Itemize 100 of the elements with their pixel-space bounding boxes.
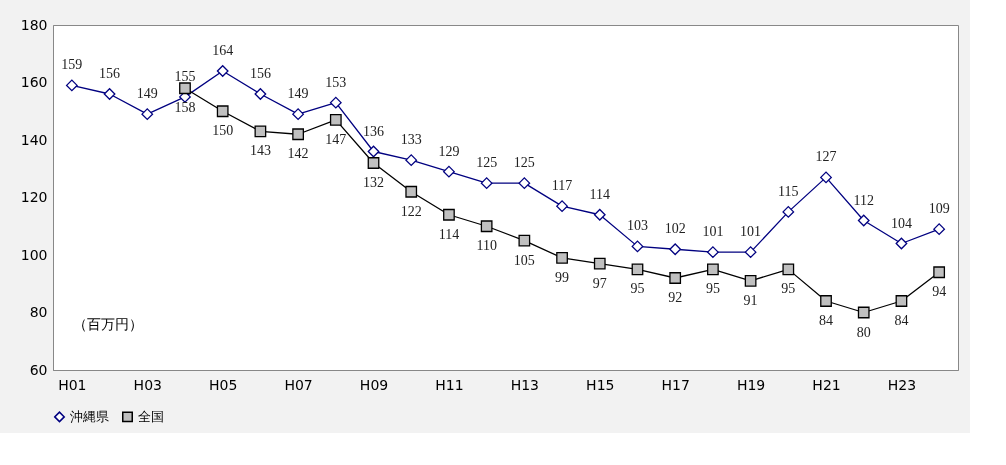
point bbox=[631, 263, 644, 276]
point bbox=[556, 251, 568, 264]
point bbox=[933, 266, 946, 279]
data-label: 125 bbox=[476, 155, 498, 171]
data-label: 164 bbox=[212, 43, 234, 58]
x-tick-label: H05 bbox=[209, 376, 238, 393]
point bbox=[103, 88, 116, 100]
data-label: 95 bbox=[781, 281, 796, 297]
point bbox=[857, 306, 870, 319]
data-label: 92 bbox=[668, 290, 683, 305]
data-label: 101 bbox=[702, 224, 724, 240]
point bbox=[518, 177, 531, 190]
data-label: 114 bbox=[438, 226, 460, 242]
point bbox=[65, 79, 78, 92]
point bbox=[820, 295, 832, 307]
x-tick-label: H23 bbox=[887, 376, 917, 393]
data-label: 122 bbox=[400, 203, 422, 219]
x-tick-label: H21 bbox=[812, 376, 841, 393]
x-tick-label: H09 bbox=[359, 376, 389, 393]
data-label: 147 bbox=[325, 131, 347, 147]
y-tick-label: 180 bbox=[20, 16, 48, 33]
data-label: 99 bbox=[555, 269, 570, 285]
point bbox=[518, 234, 531, 247]
y-tick-label: 100 bbox=[20, 246, 48, 263]
point bbox=[216, 105, 229, 118]
point bbox=[707, 263, 719, 276]
point bbox=[254, 88, 267, 100]
point bbox=[857, 214, 870, 227]
data-label: 158 bbox=[174, 100, 196, 116]
x-tick-label: H11 bbox=[435, 376, 464, 393]
point bbox=[329, 96, 342, 109]
data-label: 104 bbox=[890, 215, 912, 231]
point bbox=[820, 171, 832, 184]
point bbox=[405, 185, 418, 198]
x-tick-label: H03 bbox=[133, 376, 162, 393]
point bbox=[895, 237, 908, 250]
point bbox=[480, 177, 493, 190]
point bbox=[405, 154, 418, 167]
data-label: 97 bbox=[592, 275, 607, 291]
y-tick-label: 120 bbox=[20, 189, 48, 205]
legend-label: 全国 bbox=[138, 408, 164, 424]
data-label: 103 bbox=[626, 218, 648, 234]
x-tick-label: H19 bbox=[736, 376, 766, 393]
data-label: 91 bbox=[743, 292, 758, 308]
data-label: 129 bbox=[438, 143, 460, 159]
point bbox=[895, 295, 908, 307]
point bbox=[556, 200, 568, 213]
data-label: 80 bbox=[856, 324, 871, 340]
x-tick-label: H01 bbox=[58, 376, 87, 393]
data-label: 112 bbox=[853, 192, 874, 208]
y-tick-label: 160 bbox=[20, 74, 48, 90]
data-label: 149 bbox=[136, 86, 158, 102]
legend-label: 沖縄県 bbox=[70, 408, 109, 424]
data-label: 101 bbox=[740, 224, 762, 240]
point bbox=[329, 113, 342, 126]
point bbox=[707, 246, 719, 259]
y-tick-label: 60 bbox=[29, 361, 48, 378]
data-label: 159 bbox=[61, 57, 83, 73]
data-label: 133 bbox=[400, 132, 422, 148]
point bbox=[141, 108, 154, 121]
data-label: 149 bbox=[287, 86, 309, 102]
point bbox=[216, 65, 229, 77]
x-tick-label: H17 bbox=[661, 376, 690, 393]
point bbox=[669, 243, 682, 256]
data-label: 95 bbox=[705, 281, 720, 297]
data-label: 143 bbox=[249, 143, 271, 159]
x-tick-label: H15 bbox=[586, 376, 615, 393]
data-label: 153 bbox=[325, 74, 347, 90]
point bbox=[292, 128, 304, 141]
point bbox=[669, 272, 682, 284]
data-label: 95 bbox=[630, 281, 645, 297]
data-label: 156 bbox=[249, 66, 271, 81]
y-tick-label: 80 bbox=[29, 304, 48, 320]
data-label: 94 bbox=[932, 284, 947, 300]
data-label: 136 bbox=[363, 123, 385, 139]
point bbox=[179, 82, 191, 95]
data-label: 110 bbox=[476, 238, 497, 254]
data-label: 84 bbox=[819, 313, 834, 328]
point bbox=[933, 223, 946, 236]
point bbox=[782, 205, 795, 218]
data-label: 114 bbox=[589, 186, 611, 202]
data-label: 105 bbox=[513, 252, 535, 268]
data-label: 102 bbox=[664, 221, 686, 237]
x-tick-label: H13 bbox=[510, 376, 540, 393]
data-label: 84 bbox=[894, 313, 909, 328]
data-label: 109 bbox=[928, 201, 950, 217]
data-label: 142 bbox=[287, 146, 309, 162]
point bbox=[254, 125, 267, 138]
data-label: 117 bbox=[551, 178, 573, 194]
point bbox=[782, 263, 795, 276]
point bbox=[593, 208, 606, 221]
point bbox=[744, 274, 757, 287]
point bbox=[443, 165, 455, 178]
data-label: 156 bbox=[99, 66, 121, 81]
point bbox=[443, 208, 455, 221]
data-label: 115 bbox=[778, 183, 799, 199]
data-label: 132 bbox=[363, 175, 385, 190]
data-label: 127 bbox=[815, 149, 837, 165]
x-tick-label: H07 bbox=[284, 376, 313, 393]
data-label: 125 bbox=[513, 155, 535, 171]
